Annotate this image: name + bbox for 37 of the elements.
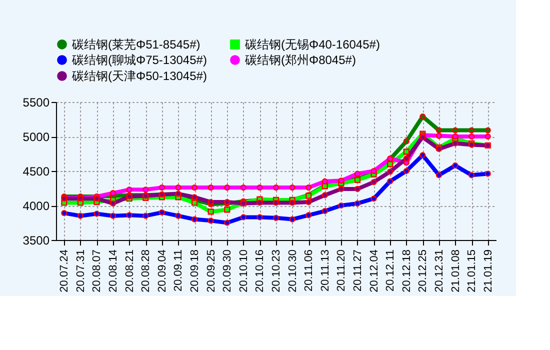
x-tick-label: 21.01.19 [482, 250, 494, 292]
x-tick-label: 20.09.18 [189, 250, 202, 292]
x-tick-label: 20.09.30 [222, 250, 234, 292]
x-tick-label: 20.11.27 [352, 250, 364, 292]
x-tick-label: 20.11.06 [303, 250, 316, 292]
x-tick-label: 20.12.25 [417, 250, 430, 292]
x-tick-label: 20.08.07 [91, 250, 104, 292]
legend-label: 碳结钢(莱芜Φ51-8545#) [71, 37, 200, 52]
x-tick-label: 20.07.31 [74, 250, 87, 292]
y-tick-label: 4000 [22, 199, 50, 213]
x-tick-label: 20.07.24 [58, 250, 71, 292]
x-tick-label: 20.10.30 [286, 250, 299, 292]
x-tick-label: 20.10.16 [254, 250, 266, 292]
x-tick-label: 20.11.13 [319, 250, 332, 292]
legend-label: 碳结钢(天津Φ50-13045#) [71, 69, 207, 83]
y-tick-label: 5500 [22, 96, 50, 110]
x-tick-label: 21.01.08 [450, 250, 462, 292]
legend-label: 碳结钢(聊城Φ75-13045#) [71, 53, 207, 67]
x-tick-label: 20.09.11 [172, 250, 185, 292]
x-tick-label: 20.08.21 [124, 250, 136, 292]
y-tick-label: 3500 [22, 234, 50, 248]
x-tick-label: 20.11.20 [336, 250, 348, 292]
x-tick-label: 20.09.25 [205, 250, 218, 292]
x-tick-label: 21.01.15 [466, 250, 478, 292]
x-tick-label: 20.12.11 [384, 250, 397, 292]
x-tick-label: 20.10.23 [270, 250, 282, 292]
y-tick-label: 4500 [22, 164, 50, 178]
y-tick-label: 5000 [22, 130, 50, 144]
x-tick-label: 20.09.04 [156, 250, 168, 292]
x-tick-label: 20.08.14 [108, 250, 120, 292]
x-tick-label: 20.12.18 [400, 250, 413, 292]
x-tick-label: 20.10.10 [238, 250, 250, 292]
legend-label: 碳结钢(无锡Φ40-16045#) [244, 37, 380, 52]
legend-label: 碳结钢(郑州Φ8045#) [244, 53, 356, 67]
x-tick-label: 20.12.04 [368, 250, 380, 292]
x-tick-label: 20.08.28 [140, 250, 152, 292]
x-tick-label: 20.12.31 [433, 250, 446, 292]
